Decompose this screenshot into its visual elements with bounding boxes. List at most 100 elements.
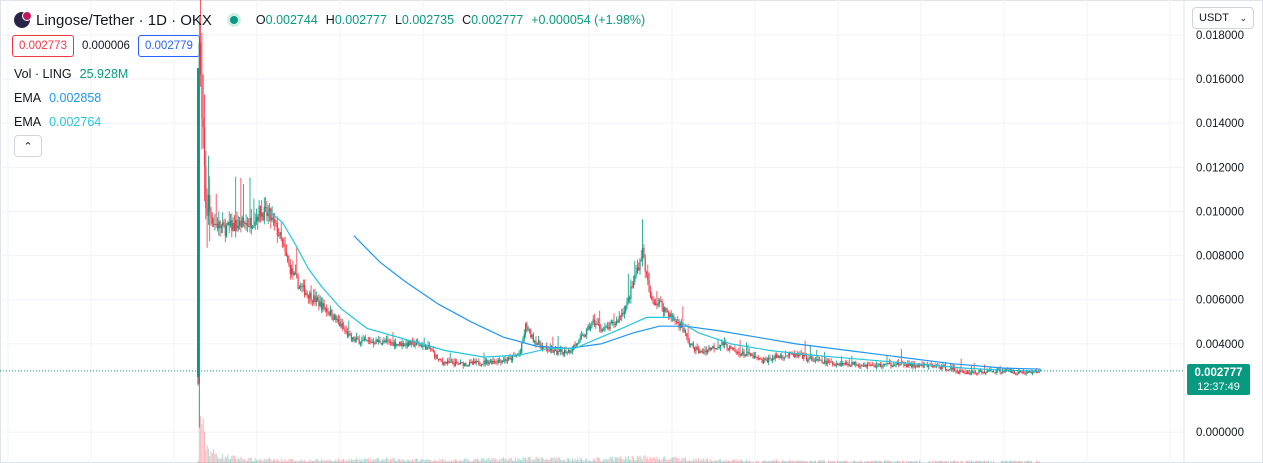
volume-bar <box>890 461 892 463</box>
volume-bar <box>688 460 690 463</box>
candle-body <box>242 217 245 223</box>
candle-body <box>440 359 442 362</box>
candle-body <box>622 313 624 315</box>
volume-bar <box>642 460 644 463</box>
candle-body <box>266 206 268 217</box>
indicator-volume[interactable]: Vol · LING 25.928M <box>14 67 128 81</box>
volume-bar <box>906 461 907 463</box>
volume-bar <box>441 459 443 463</box>
volume-bar <box>289 459 291 463</box>
volume-bar <box>1004 460 1006 463</box>
volume-bar <box>467 460 469 463</box>
volume-bar <box>934 460 936 463</box>
candle-body <box>397 344 399 346</box>
candle-body <box>443 362 445 365</box>
volume-bar <box>243 460 244 463</box>
volume-bar <box>907 461 909 463</box>
candle-body <box>774 354 776 359</box>
volume-bar <box>296 460 298 463</box>
volume-bar <box>330 460 332 463</box>
volume-bar <box>713 460 715 463</box>
candle-body <box>987 370 989 372</box>
candle-body <box>418 343 420 346</box>
volume-bar <box>984 460 985 463</box>
volume-bar <box>830 460 832 463</box>
volume-bar <box>955 461 957 463</box>
candle-body <box>770 358 772 361</box>
volume-bar <box>344 461 346 463</box>
buy-button[interactable]: 0.002779 <box>137 35 200 57</box>
volume-bar <box>436 460 438 463</box>
ohlc-values: O0.002744 H0.002777 L0.002735 C0.002777 … <box>256 13 645 27</box>
volume-bar <box>240 456 242 463</box>
candle-body <box>834 364 836 367</box>
candle-body <box>275 222 277 224</box>
low-value: 0.002735 <box>401 13 455 27</box>
indicator-ema-slow[interactable]: EMA 0.002858 <box>14 91 101 105</box>
volume-bar <box>796 460 798 463</box>
candle-body <box>564 350 566 355</box>
volume-bar <box>674 457 676 463</box>
candle-body <box>764 358 766 361</box>
candle-body <box>374 343 376 345</box>
volume-bar <box>480 458 482 463</box>
volume-bar <box>943 461 945 463</box>
volume-bar <box>548 459 550 463</box>
volume-bar <box>428 460 430 463</box>
candle-body <box>358 339 360 344</box>
candle-body <box>833 364 835 366</box>
candle-body <box>922 365 924 367</box>
candle-body <box>311 301 313 303</box>
ema-slow-line <box>353 235 1041 370</box>
candle-body <box>961 370 963 372</box>
candle-body <box>660 301 662 303</box>
candle-body <box>366 340 368 342</box>
volume-bar <box>721 461 723 463</box>
volume-bar <box>532 459 534 463</box>
candle-body <box>656 303 658 306</box>
candle-body <box>805 355 807 361</box>
volume-bar <box>873 460 875 463</box>
candle-body <box>523 333 525 339</box>
collapse-legend-button[interactable]: ⌃ <box>14 135 42 157</box>
candle-body <box>912 363 914 368</box>
candle-body <box>301 286 303 288</box>
volume-bar <box>542 458 543 463</box>
volume-bar <box>870 461 872 463</box>
price-axis[interactable]: 0.018000 0.016000 0.014000 0.012000 0.010000… <box>1183 0 1244 463</box>
candle-body <box>874 365 876 368</box>
volume-bar <box>846 460 848 463</box>
volume-bar <box>783 460 785 463</box>
sell-button[interactable]: 0.002773 <box>12 35 74 57</box>
candle-body <box>885 363 887 365</box>
candle-body <box>1021 372 1023 374</box>
candle-body <box>933 365 935 368</box>
volume-bar <box>700 458 702 463</box>
candle-body <box>389 341 391 343</box>
volume-bar <box>514 457 516 463</box>
candle-body <box>252 226 254 229</box>
symbol-title[interactable]: Lingose/Tether · 1D · OKX <box>36 11 212 29</box>
indicator-ema-fast[interactable]: EMA 0.002764 <box>14 115 101 129</box>
currency-select[interactable]: USDT ⌄ <box>1192 7 1254 29</box>
candle-body <box>972 371 974 373</box>
volume-bar <box>369 460 371 463</box>
candle-body <box>655 303 657 306</box>
candle-body <box>207 194 209 216</box>
volume-bar <box>471 461 473 463</box>
volume-bar <box>1036 460 1037 463</box>
volume-bar <box>1006 460 1008 463</box>
candle-body <box>722 342 724 346</box>
volume-bar <box>205 450 207 463</box>
volume-bar <box>834 461 836 463</box>
volume-bar <box>250 457 252 463</box>
candle-body <box>497 360 499 363</box>
candle-body <box>424 344 427 350</box>
volume-bar <box>740 459 742 463</box>
spread-value: 0.000006 <box>81 40 130 52</box>
candle-body <box>216 224 219 229</box>
candles[interactable] <box>197 0 1041 428</box>
volume-bar <box>314 460 316 463</box>
candle-body <box>627 297 629 302</box>
